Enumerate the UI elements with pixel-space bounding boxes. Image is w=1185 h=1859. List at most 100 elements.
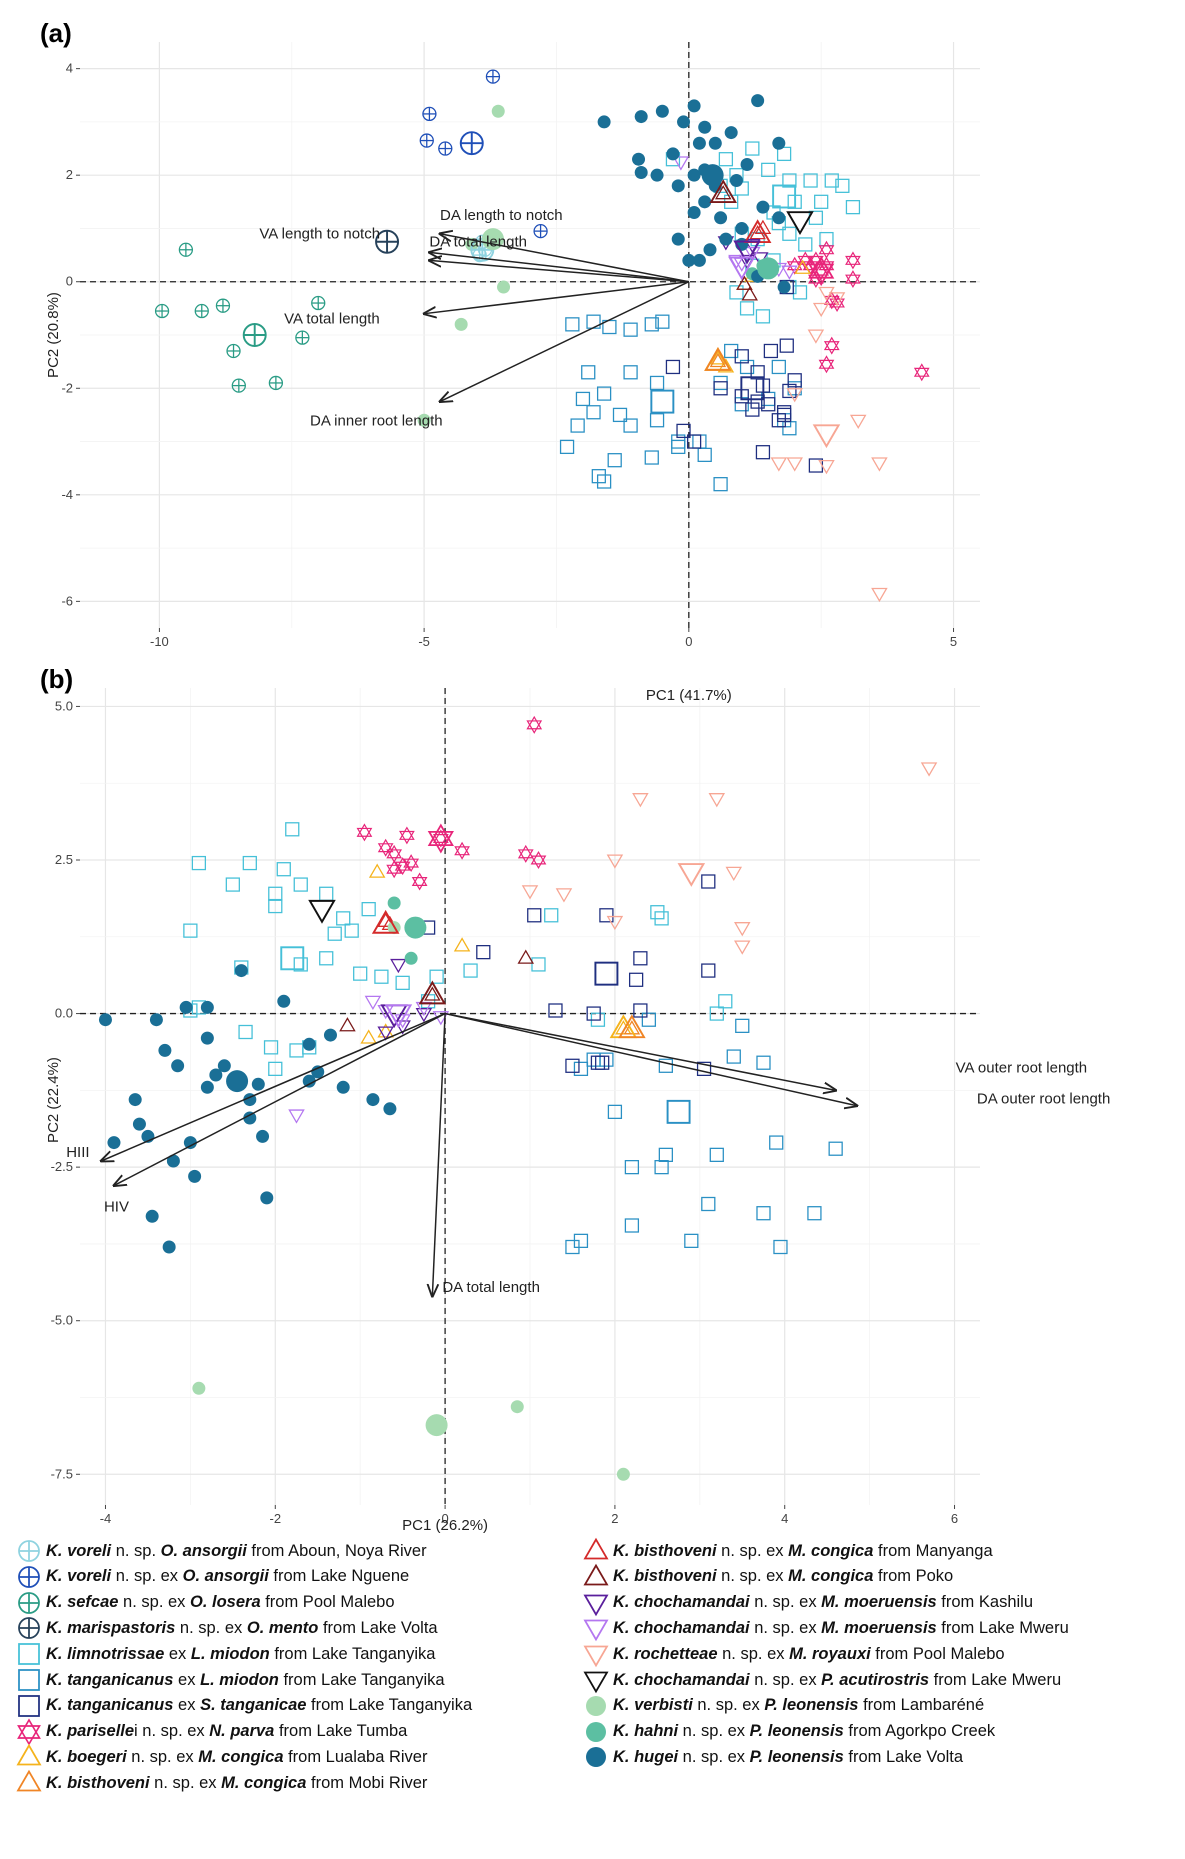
legend-item-boegeri: K. boegeri n. sp. ex M. congica from Lua…: [14, 1742, 427, 1772]
point-sefcae: [178, 242, 194, 257]
point-hugei: [729, 174, 743, 188]
point-boegeri: [377, 1023, 394, 1038]
point-verbisti: [417, 413, 431, 427]
pca-figure: (a) -10 -5 0 5 4 2 0 -2 -4 -6 PC1 (41.7%) PC2 (20.8%…: [40, 18, 1110, 1534]
point-hugei: [671, 232, 685, 246]
point-limno: [225, 877, 240, 892]
point-tangL: [828, 1141, 843, 1156]
centroid-tangS: [740, 376, 765, 401]
centroid-tangL: [650, 389, 675, 414]
legend-label: K. voreli n. sp. ex O. ansorgii from Lak…: [46, 1567, 410, 1586]
legend-marker: [583, 1537, 609, 1560]
x-tick-label: 2: [611, 1511, 618, 1526]
y-axis-title: PC2 (22.4%): [45, 1057, 62, 1143]
point-limno: [268, 898, 283, 914]
point-hugei: [383, 1102, 397, 1116]
point-tangL: [612, 407, 628, 423]
legend-key-vorelN: [18, 1565, 40, 1588]
point-chochK: [415, 1008, 433, 1023]
centroid-hahni: [757, 257, 780, 280]
legend-label: K. tanganicanus ex S. tanganicae from La…: [46, 1696, 473, 1715]
loading-arrow: [444, 1012, 857, 1106]
y-tick-label: -2.5: [51, 1159, 73, 1174]
point-chochM: [288, 1109, 305, 1124]
point-tangL: [565, 317, 580, 332]
legend-key-parisel: [17, 1717, 41, 1746]
point-chochK: [390, 958, 407, 974]
point-tangL: [581, 365, 596, 380]
point-parisel: [411, 872, 428, 891]
y-tick-label: -6: [61, 593, 73, 608]
point-hugei: [772, 211, 786, 225]
legend-label: K. sefcae n. sp. ex O. losera from Pool …: [46, 1593, 395, 1612]
point-tangS: [665, 359, 681, 375]
point-tangL: [641, 1012, 657, 1027]
point-hugei: [703, 243, 717, 257]
point-tangL: [709, 1147, 724, 1162]
point-hugei: [179, 1000, 193, 1014]
point-rochet: [812, 302, 830, 318]
centroid-parisel: [427, 823, 454, 854]
loading-arrow: [424, 280, 689, 314]
point-hugei: [772, 136, 786, 150]
point-hugei: [183, 1136, 197, 1150]
legend-key-bisMany: [583, 1537, 609, 1560]
point-verbisti: [497, 280, 511, 294]
point-tangL: [591, 469, 606, 484]
point-limno: [276, 862, 291, 877]
point-tangL: [701, 1196, 716, 1212]
point-bisPoko: [741, 286, 758, 301]
point-tangL: [559, 439, 575, 455]
legend-marker: [583, 1645, 609, 1668]
legend-marker: [18, 1617, 40, 1640]
point-verbisti: [192, 1381, 206, 1395]
loading-label: HIV: [104, 1199, 129, 1216]
point-vorelN: [422, 106, 437, 122]
point-tangL: [684, 1233, 699, 1248]
point-limno: [293, 957, 308, 972]
point-hugei: [655, 104, 669, 118]
point-hugei: [632, 152, 646, 166]
data-points: [154, 69, 930, 603]
panel-0: (a) -10 -5 0 5 4 2 0 -2 -4 -6 PC1 (41.7%) PC2 (20.8%…: [40, 18, 980, 704]
point-chochM: [744, 246, 761, 262]
point-hugei: [243, 1111, 257, 1125]
point-bisPoko: [517, 949, 535, 964]
centroid-chochM: [727, 256, 756, 281]
point-chochM: [364, 995, 382, 1011]
legend-label: K. chochamandai n. sp. ex M. moeruensis …: [613, 1593, 1034, 1612]
point-tangS: [586, 1006, 601, 1021]
point-hugei: [677, 115, 691, 129]
point-chochM: [781, 265, 798, 280]
point-tangL: [624, 1218, 640, 1233]
point-hugei: [128, 1093, 142, 1107]
point-tangL: [771, 359, 786, 375]
point-parisel: [403, 854, 420, 873]
point-limno: [293, 877, 308, 892]
legend-label: K. verbisti n. sp. ex P. leonensis from …: [613, 1696, 985, 1715]
point-parisel: [913, 363, 930, 382]
point-hugei: [158, 1043, 172, 1057]
legend-key-marisp: [18, 1617, 40, 1640]
y-tick-label: 0.0: [55, 1006, 73, 1021]
point-tangS: [779, 338, 794, 353]
point-limno: [191, 855, 207, 871]
point-hugei: [687, 168, 701, 182]
point-hugei: [200, 1080, 214, 1094]
point-tangL: [649, 375, 665, 391]
point-limno: [463, 963, 478, 978]
point-bisMany: [754, 219, 772, 234]
point-limno: [361, 902, 376, 917]
point-tangL: [654, 1160, 669, 1175]
point-limno: [289, 1043, 304, 1058]
legend-label: K. hugei n. sp. ex P. leonensis from Lak…: [613, 1747, 964, 1766]
point-vorelN: [419, 133, 434, 148]
point-limno: [814, 194, 829, 209]
point-hugei: [171, 1059, 185, 1073]
point-tangL: [596, 386, 612, 401]
point-tangL: [697, 447, 712, 463]
point-tangL: [739, 359, 755, 375]
point-tangL: [756, 1055, 771, 1070]
point-limno: [395, 975, 410, 990]
point-chochM: [394, 1014, 411, 1029]
